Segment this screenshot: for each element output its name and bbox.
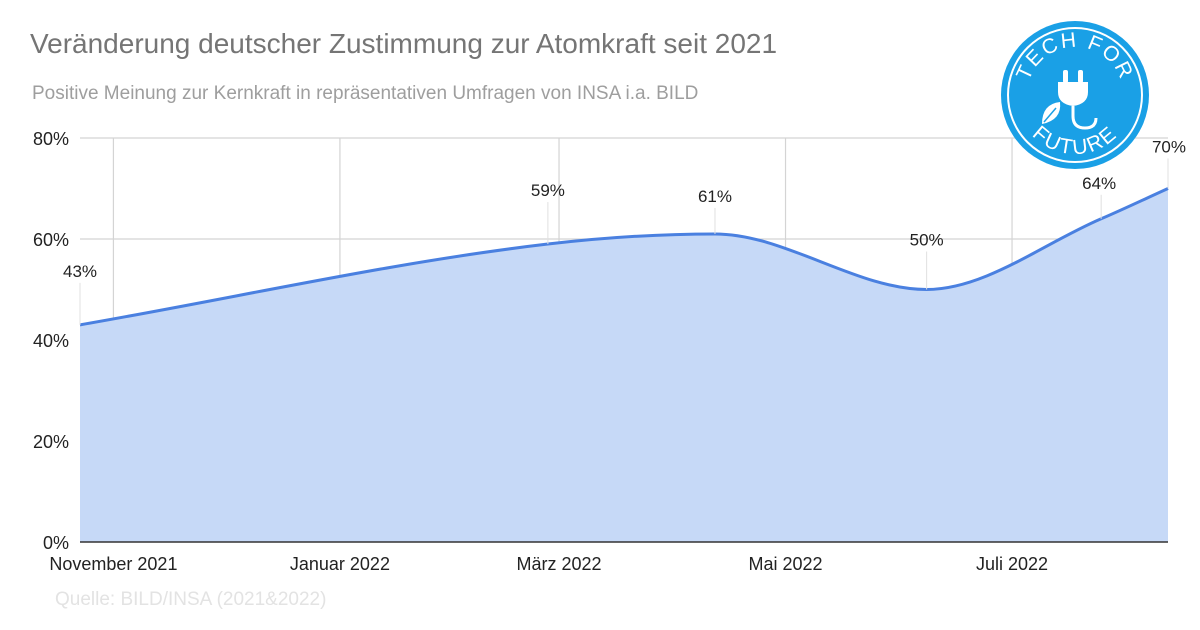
data-label: 43%	[63, 262, 97, 281]
x-tick-label: November 2021	[49, 554, 177, 574]
y-tick-label: 0%	[43, 533, 69, 553]
data-label: 59%	[531, 181, 565, 200]
plug-leaf-icon	[1042, 70, 1098, 130]
data-label: 64%	[1082, 174, 1116, 193]
y-tick-label: 80%	[33, 129, 69, 149]
data-label-layer: 43% 59% 61% 50% 64% 70%	[63, 138, 1186, 325]
chart-title: Veränderung deutscher Zustimmung zur Ato…	[30, 28, 778, 59]
series-area-fill	[80, 188, 1168, 542]
x-tick-label: März 2022	[516, 554, 601, 574]
source-note: Quelle: BILD/INSA (2021&2022)	[55, 589, 327, 610]
x-tick-label: Juli 2022	[976, 554, 1048, 574]
y-tick-label: 40%	[33, 331, 69, 351]
series-line	[79, 187, 1169, 327]
tech-for-future-logo: TECH FOR FUTURE	[1001, 21, 1149, 169]
area-layer	[79, 187, 1169, 543]
data-label: 70%	[1152, 138, 1186, 157]
x-tick-label: Mai 2022	[748, 554, 822, 574]
chart-subtitle: Positive Meinung zur Kernkraft in repräs…	[32, 83, 699, 104]
tick-layer: 0% 20% 40% 60% 80% November 2021 Januar 2022 Mä…	[33, 129, 1048, 574]
y-tick-label: 60%	[33, 230, 69, 250]
y-tick-label: 20%	[33, 432, 69, 452]
data-label: 50%	[910, 231, 944, 250]
x-tick-label: Januar 2022	[290, 554, 390, 574]
data-label: 61%	[698, 187, 732, 206]
